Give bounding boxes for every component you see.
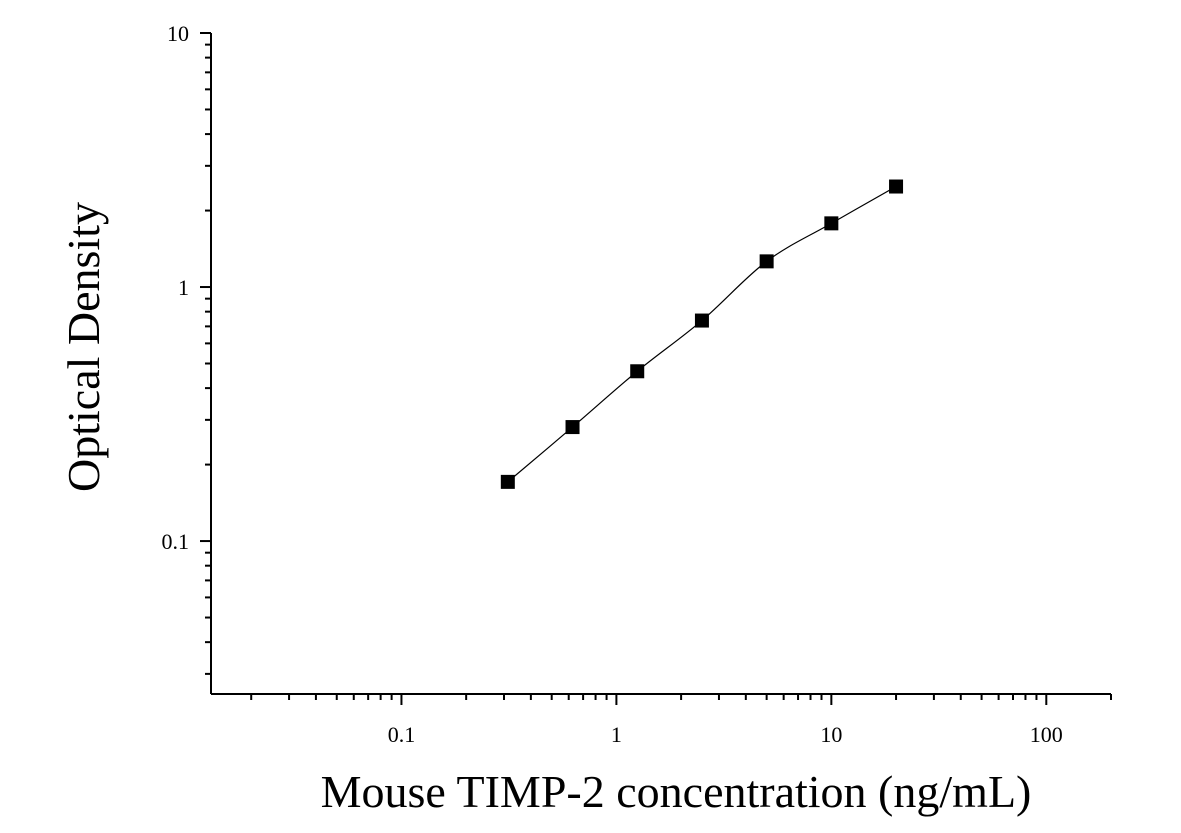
data-point — [824, 216, 839, 231]
data-point — [565, 420, 580, 435]
x-ticks: 0.1 1 10 100 — [250, 694, 1112, 747]
data-point — [500, 474, 515, 489]
y-axis-title: Optical Density — [58, 202, 109, 492]
y-tick-label: 0.1 — [162, 529, 190, 554]
x-axis-title: Mouse TIMP-2 concentration (ng/mL) — [321, 766, 1032, 817]
y-tick-label: 1 — [178, 275, 189, 300]
axes: 0.1 1 10 100 0.1 1 10 — [162, 21, 1112, 747]
data-point — [694, 313, 709, 328]
y-tick-label: 10 — [167, 21, 189, 46]
data-point — [759, 254, 774, 269]
x-tick-label: 1 — [611, 722, 622, 747]
fit-curve-group — [507, 185, 897, 483]
data-point — [630, 364, 645, 379]
fit-curve — [507, 185, 897, 483]
y-ticks: 0.1 1 10 — [162, 21, 211, 675]
x-tick-label: 10 — [820, 722, 842, 747]
x-tick-label: 0.1 — [388, 722, 416, 747]
x-tick-label: 100 — [1030, 722, 1063, 747]
data-points — [500, 179, 904, 489]
data-point — [889, 179, 904, 194]
